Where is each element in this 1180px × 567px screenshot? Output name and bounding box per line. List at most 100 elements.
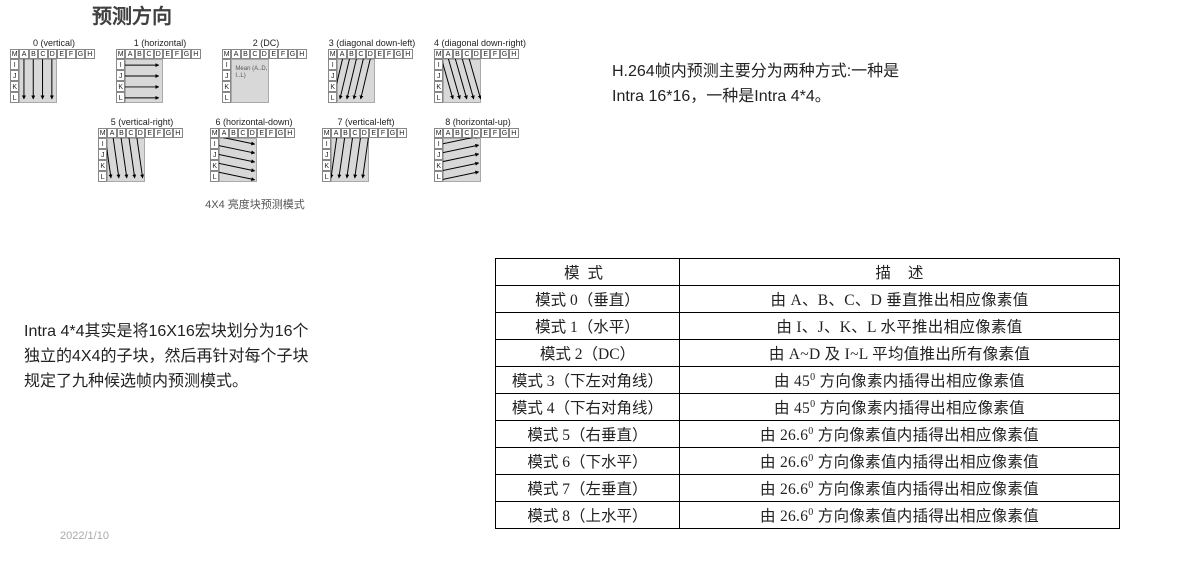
page-title: 预测方向 xyxy=(92,0,172,29)
ref-cell: F xyxy=(66,49,75,59)
desc-cell: 由 26.60 方向像素值内插得出相应像素值 xyxy=(680,448,1120,475)
ref-cell: J xyxy=(210,149,219,160)
ref-cell: J xyxy=(328,70,337,81)
pixel-block xyxy=(331,138,369,182)
ref-cell: G xyxy=(388,128,397,138)
ref-cell: B xyxy=(117,128,126,138)
ref-cell: I xyxy=(116,59,125,70)
pixel-block xyxy=(443,59,481,103)
ref-cell: C xyxy=(356,49,365,59)
ref-cell: A xyxy=(125,49,134,59)
ref-cell: A xyxy=(231,49,240,59)
ref-cell: F xyxy=(154,128,163,138)
mode-diagram-label: 1 (horizontal) xyxy=(116,38,204,48)
ref-cell: I xyxy=(210,138,219,149)
ref-cell: E xyxy=(375,49,384,59)
ref-cell: E xyxy=(481,128,490,138)
ref-cell: G xyxy=(394,49,403,59)
table-row: 模式 2（DC）由 A~D 及 I~L 平均值推出所有像素值 xyxy=(496,340,1120,367)
ref-cell: K xyxy=(322,160,331,171)
ref-cell: L xyxy=(322,171,331,182)
ref-cell: C xyxy=(250,49,259,59)
mode-cell: 模式 5（右垂直） xyxy=(496,421,680,448)
mode-diagram: 1 (horizontal)MABCDEFGHIJKL xyxy=(116,38,204,107)
ref-cell: J xyxy=(434,149,443,160)
mode-diagram: 0 (vertical)MABCDEFGHIJKL xyxy=(10,38,98,107)
ref-cell: I xyxy=(434,59,443,70)
table-row: 模式 3（下左对角线）由 450 方向像素内插得出相应像素值 xyxy=(496,367,1120,394)
ref-cell: A xyxy=(443,49,452,59)
hdr-desc-2: 述 xyxy=(908,265,924,282)
ref-cell: B xyxy=(341,128,350,138)
ref-cell: M xyxy=(98,128,107,138)
mode-diagram-label: 7 (vertical-left) xyxy=(322,117,410,127)
ref-cell: E xyxy=(145,128,154,138)
desc-cell: 由 450 方向像素内插得出相应像素值 xyxy=(680,394,1120,421)
diagram-caption: 4X4 亮度块预测模式 xyxy=(10,196,500,212)
ref-cell: L xyxy=(222,92,231,103)
pixel-block xyxy=(107,138,145,182)
description-text-1: H.264帧内预测主要分为两种方式:一种是Intra 16*16，一种是Intr… xyxy=(612,60,912,110)
pixel-block xyxy=(443,138,481,182)
ref-cell: E xyxy=(369,128,378,138)
ref-cell: K xyxy=(98,160,107,171)
ref-cell: G xyxy=(500,49,509,59)
pixel-block xyxy=(19,59,57,103)
ref-cell: J xyxy=(116,70,125,81)
ref-cell: H xyxy=(509,49,518,59)
ref-cell: D xyxy=(360,128,369,138)
table-header-mode: 模式 xyxy=(496,259,680,286)
ref-cell: G xyxy=(182,49,191,59)
desc-cell: 由 26.60 方向像素值内插得出相应像素值 xyxy=(680,421,1120,448)
mode-diagram-label: 0 (vertical) xyxy=(10,38,98,48)
ref-cell: I xyxy=(10,59,19,70)
ref-cell: F xyxy=(490,49,499,59)
ref-cell: J xyxy=(222,70,231,81)
desc-cell: 由 A~D 及 I~L 平均值推出所有像素值 xyxy=(680,340,1120,367)
ref-cell: D xyxy=(472,49,481,59)
ref-cell: B xyxy=(241,49,250,59)
ref-cell: D xyxy=(48,49,57,59)
ref-cell: C xyxy=(238,128,247,138)
ref-cell: M xyxy=(222,49,231,59)
desc-cell: 由 26.60 方向像素值内插得出相应像素值 xyxy=(680,475,1120,502)
mode-diagram: 7 (vertical-left)MABCDEFGHIJKL xyxy=(322,117,410,186)
ref-cell: E xyxy=(57,49,66,59)
ref-cell: D xyxy=(472,128,481,138)
mode-diagram: 2 (DC)MABCDEFGHIJKLMean (A..D, I..L) xyxy=(222,38,310,107)
ref-cell: J xyxy=(322,149,331,160)
ref-cell: G xyxy=(164,128,173,138)
table-row: 模式 8（上水平）由 26.60 方向像素值内插得出相应像素值 xyxy=(496,502,1120,529)
ref-cell: C xyxy=(38,49,47,59)
ref-cell: M xyxy=(328,49,337,59)
ref-cell: B xyxy=(135,49,144,59)
pixel-block xyxy=(125,59,163,103)
ref-cell: L xyxy=(98,171,107,182)
ref-cell: K xyxy=(116,81,125,92)
desc-cell: 由 26.60 方向像素值内插得出相应像素值 xyxy=(680,502,1120,529)
ref-cell: G xyxy=(500,128,509,138)
ref-cell: I xyxy=(434,138,443,149)
ref-cell: H xyxy=(191,49,200,59)
ref-cell: L xyxy=(328,92,337,103)
ref-cell: D xyxy=(260,49,269,59)
hdr-desc-1: 描 xyxy=(875,265,891,282)
mode-diagram: 6 (horizontal-down)MABCDEFGHIJKL xyxy=(210,117,298,186)
mode-cell: 模式 1（水平） xyxy=(496,313,680,340)
pixel-block xyxy=(219,138,257,182)
ref-cell: F xyxy=(378,128,387,138)
ref-cell: G xyxy=(76,49,85,59)
ref-cell: A xyxy=(219,128,228,138)
mode-diagram: 4 (diagonal down-right)MABCDEFGHIJKL xyxy=(434,38,522,107)
ref-cell: C xyxy=(144,49,153,59)
ref-cell: A xyxy=(443,128,452,138)
slide-date: 2022/1/10 xyxy=(60,530,109,542)
table-row: 模式 7（左垂直）由 26.60 方向像素值内插得出相应像素值 xyxy=(496,475,1120,502)
ref-cell: M xyxy=(434,128,443,138)
mode-diagram-label: 3 (diagonal down-left) xyxy=(328,38,416,48)
pixel-block xyxy=(337,59,375,103)
ref-cell: D xyxy=(366,49,375,59)
table-row: 模式 1（水平）由 I、J、K、L 水平推出相应像素值 xyxy=(496,313,1120,340)
mode-cell: 模式 8（上水平） xyxy=(496,502,680,529)
ref-cell: L xyxy=(10,92,19,103)
